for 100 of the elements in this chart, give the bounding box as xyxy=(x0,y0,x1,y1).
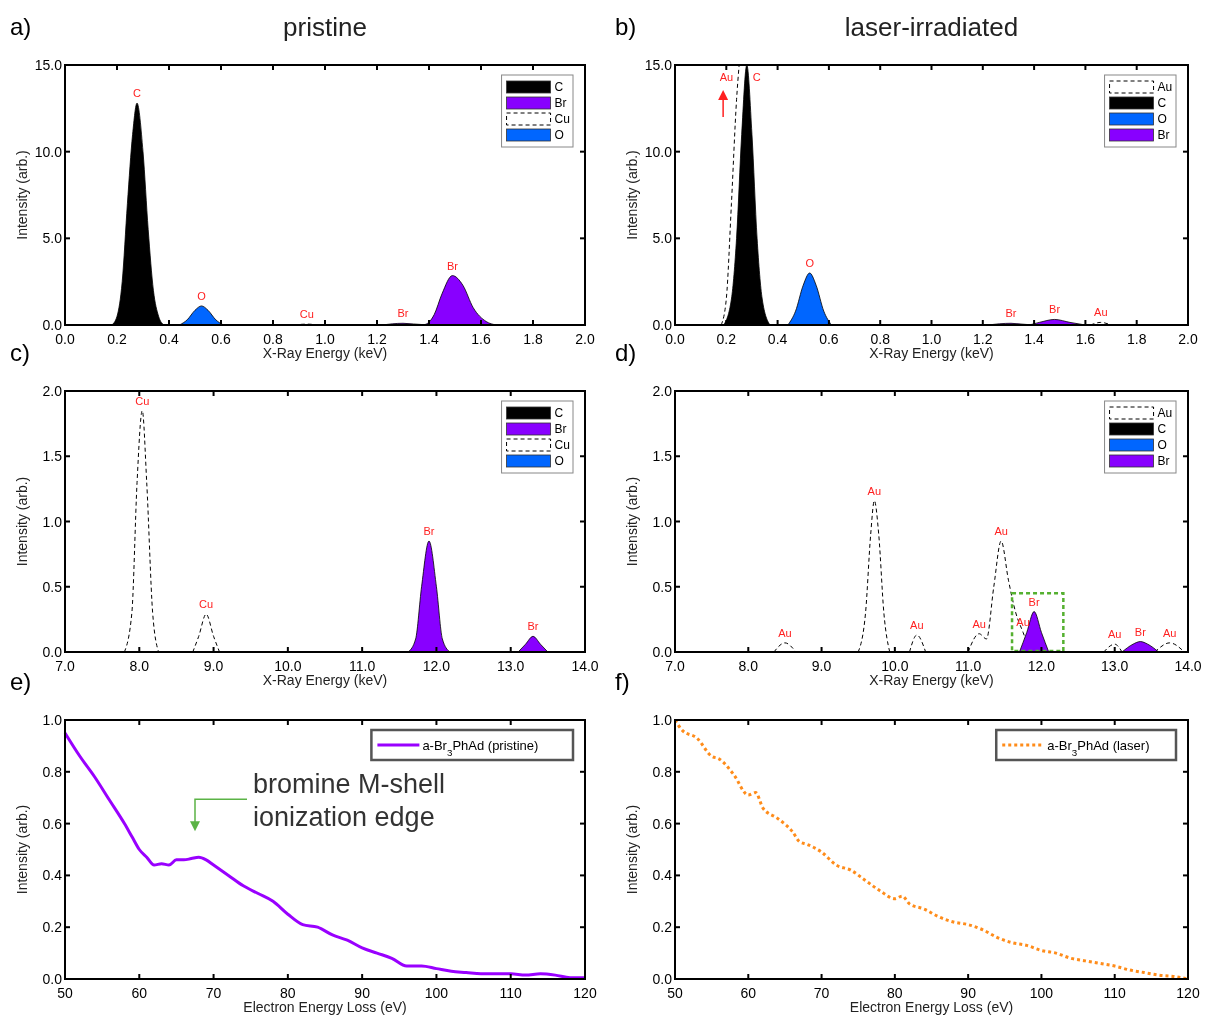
x-tick-label: 0.8 xyxy=(263,331,283,347)
y-axis-title: Intensity (arb.) xyxy=(14,150,30,240)
annotation: Br xyxy=(1005,307,1017,320)
y-tick-label: 1.5 xyxy=(652,448,673,465)
legend-label: C xyxy=(554,406,564,421)
x-tick-label: 1.2 xyxy=(973,331,993,347)
legend-label: Br xyxy=(554,422,567,437)
x-tick-label: 2.0 xyxy=(575,331,595,347)
y-tick-label: 0.8 xyxy=(42,763,63,780)
text: c) xyxy=(10,339,30,366)
x-tick-label: 0.4 xyxy=(767,331,788,347)
x-tick-label: 10.0 xyxy=(274,658,302,674)
annotation: Au xyxy=(1016,616,1030,629)
y-axis-title: Intensity (arb.) xyxy=(624,150,640,240)
x-tick-label: 60 xyxy=(131,985,148,1001)
x-tick-label: 90 xyxy=(960,985,977,1001)
x-tick-label: 0.4 xyxy=(159,331,179,347)
annotation: Au xyxy=(1162,626,1177,639)
legend-label: Br xyxy=(1157,128,1170,143)
x-tick-label: 8.0 xyxy=(738,658,759,674)
x-tick-label: 2.0 xyxy=(1178,331,1198,347)
x-tick-label: 1.8 xyxy=(523,331,543,347)
x-tick-label: 0.8 xyxy=(870,331,891,347)
y-tick-label: 0.5 xyxy=(652,578,673,595)
annotation: Cu xyxy=(135,394,150,407)
y-tick-label: 0.2 xyxy=(42,919,63,936)
y-axis-title: Intensity (arb.) xyxy=(14,476,30,567)
x-tick-label: 9.0 xyxy=(811,658,832,674)
annotation: Au xyxy=(994,525,1008,538)
annotation: Au xyxy=(910,619,924,632)
legend-label: O xyxy=(554,454,564,469)
x-tick-label: 7.0 xyxy=(665,658,685,674)
x-axis-title: X-Ray Energy (keV) xyxy=(262,672,388,688)
legend-label: Br xyxy=(1157,454,1170,469)
y-tick-label: 2.0 xyxy=(652,383,673,399)
legend-label: Cu xyxy=(554,438,570,453)
annotation: Br xyxy=(1028,595,1040,608)
x-tick-label: 70 xyxy=(205,985,222,1001)
y-tick-label: 5.0 xyxy=(652,230,673,247)
y-tick-label: 0.0 xyxy=(42,644,63,660)
y-tick-label: 10.0 xyxy=(644,143,673,160)
text: e) xyxy=(10,668,32,695)
x-tick-label: 8.0 xyxy=(129,658,150,674)
y-tick-label: 0.6 xyxy=(652,815,673,832)
y-tick-label: 0.4 xyxy=(42,867,63,884)
legend-label: a-Br$_{3}$PhAd (laser) xyxy=(1047,737,1150,758)
x-tick-label: 1.4 xyxy=(419,331,439,347)
annotation: bromine M-shell ionization edge xyxy=(253,769,446,833)
y-tick-label: 0.0 xyxy=(652,644,673,660)
y-tick-label: 1.0 xyxy=(652,513,673,530)
x-tick-label: 1.2 xyxy=(367,331,387,347)
x-tick-label: 11.0 xyxy=(955,658,982,674)
y-tick-label: 1.0 xyxy=(652,712,673,728)
x-tick-label: 14.0 xyxy=(1174,658,1202,674)
y-tick-label: 10.0 xyxy=(34,143,63,160)
x-tick-label: 100 xyxy=(424,985,449,1001)
x-tick-label: 0.2 xyxy=(107,331,127,347)
x-tick-label: 110 xyxy=(499,985,523,1001)
y-tick-label: 1.5 xyxy=(42,448,63,465)
x-tick-label: 100 xyxy=(1029,985,1054,1001)
legend-label: C xyxy=(554,80,564,95)
chart-title: laser-irradiated xyxy=(844,12,1019,42)
y-tick-label: 0.0 xyxy=(42,971,63,987)
annotation: Cu xyxy=(299,308,314,321)
x-tick-label: 1.8 xyxy=(1126,331,1147,347)
chart-title: pristine xyxy=(283,12,367,42)
x-tick-label: 1.6 xyxy=(1075,331,1096,347)
legend-label: O xyxy=(554,128,564,143)
x-tick-label: 0.0 xyxy=(55,331,75,347)
x-tick-label: 13.0 xyxy=(1101,658,1129,674)
legend-label: C xyxy=(1157,422,1167,437)
annotation: Br xyxy=(527,620,539,633)
legend-label: a-Br$_{3}$PhAd (pristine) xyxy=(422,737,539,758)
y-tick-label: 0.8 xyxy=(652,763,673,780)
y-tick-label: 0.0 xyxy=(42,317,63,333)
x-tick-label: 7.0 xyxy=(55,658,75,674)
y-tick-label: 0.5 xyxy=(42,578,63,595)
x-tick-label: 0.0 xyxy=(665,331,685,347)
x-tick-label: 120 xyxy=(573,985,597,1001)
y-tick-label: 0.0 xyxy=(652,971,673,987)
y-tick-label: 1.0 xyxy=(42,513,63,530)
text: b) xyxy=(615,13,637,40)
x-tick-label: 13.0 xyxy=(497,658,525,674)
line-series xyxy=(673,718,1190,981)
x-axis-title: X-Ray Energy (keV) xyxy=(869,345,994,361)
x-tick-label: 0.6 xyxy=(819,331,839,347)
legend-label: Cu xyxy=(554,112,570,127)
annotation: Br xyxy=(1049,303,1061,316)
y-axis-title: Intensity (arb.) xyxy=(624,476,640,567)
x-tick-label: 80 xyxy=(280,985,296,1001)
y-tick-label: 0.6 xyxy=(42,815,63,832)
x-tick-label: 1.0 xyxy=(921,331,942,347)
x-tick-label: 10.0 xyxy=(881,658,909,674)
x-tick-label: 1.6 xyxy=(471,331,491,347)
line-series xyxy=(63,731,587,980)
x-tick-label: 50 xyxy=(57,985,73,1001)
annotation: O xyxy=(197,289,207,302)
x-tick-label: 1.4 xyxy=(1024,331,1045,347)
x-axis-title: Electron Energy Loss (eV) xyxy=(849,999,1014,1015)
y-tick-label: 1.0 xyxy=(42,712,63,728)
